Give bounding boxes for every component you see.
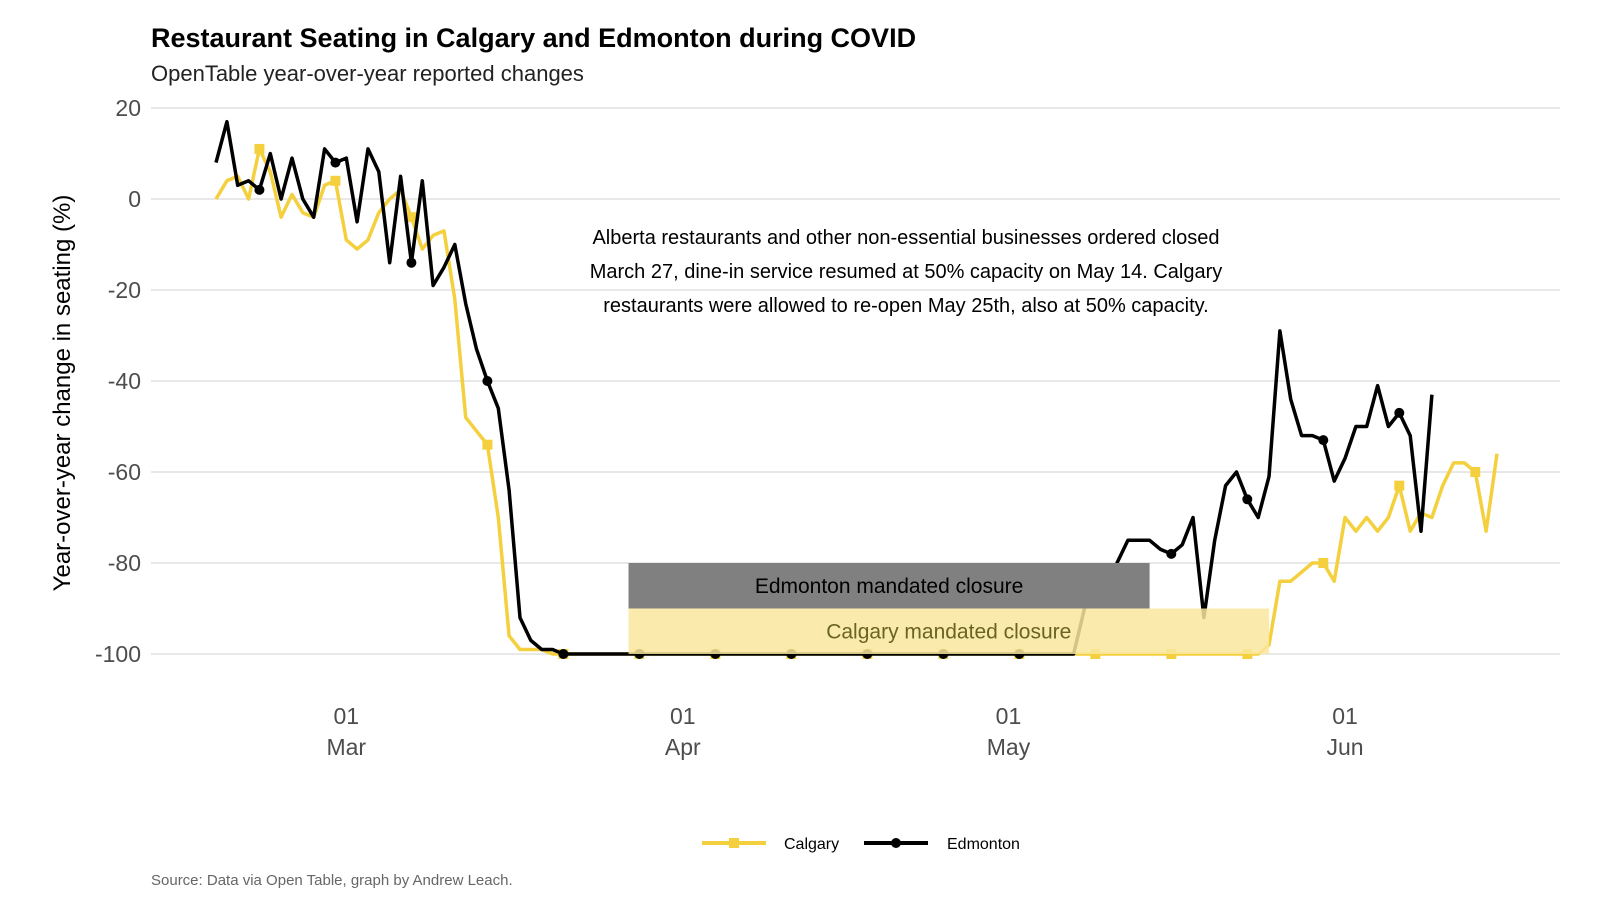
annotation-line-3: restaurants were allowed to re-open May …	[603, 295, 1209, 317]
legend-calgary-label: Calgary	[784, 836, 839, 853]
edmonton-point	[558, 649, 569, 659]
closure-bands: Edmonton mandated closure Calgary mandate…	[628, 563, 1270, 654]
edmonton-point	[1242, 494, 1253, 505]
legend-calgary-marker	[729, 838, 739, 848]
x-tick-month: Jun	[1326, 734, 1363, 760]
annotation-line-1: Alberta restaurants and other non-essent…	[592, 227, 1219, 249]
source-caption: Source: Data via Open Table, graph by An…	[151, 872, 513, 889]
edmonton-point	[1394, 407, 1405, 418]
y-tick-label: -20	[108, 277, 141, 303]
x-tick-month: Apr	[665, 734, 701, 760]
x-tick-month: May	[987, 734, 1031, 760]
calgary-point	[1318, 558, 1329, 568]
y-tick-label: -40	[108, 368, 141, 394]
calgary-closure-label: Calgary mandated closure	[826, 620, 1071, 643]
x-axis: 01 Mar 01 Apr 01 May 01 Jun	[326, 703, 1363, 760]
calgary-point	[1470, 467, 1481, 477]
x-tick-day: 01	[1332, 703, 1358, 729]
y-tick-label: 20	[115, 95, 141, 121]
chart-subtitle: OpenTable year-over-year reported change…	[151, 61, 584, 86]
edmonton-point	[1166, 548, 1177, 559]
x-tick-day: 01	[996, 703, 1022, 729]
x-tick-month: Mar	[326, 734, 366, 760]
annotation-line-2: March 27, dine-in service resumed at 50%…	[590, 261, 1223, 283]
calgary-point	[330, 175, 341, 186]
y-tick-label: 0	[128, 186, 141, 212]
calgary-point	[254, 143, 265, 154]
y-axis: 20 0 -20 -40 -60 -80 -100	[95, 95, 141, 667]
y-tick-label: -80	[108, 550, 141, 576]
x-tick-day: 01	[670, 703, 696, 729]
edmonton-point	[1318, 435, 1329, 446]
chart-title: Restaurant Seating in Calgary and Edmont…	[151, 23, 916, 53]
legend: Calgary Edmonton	[702, 836, 1020, 853]
edmonton-point	[254, 184, 265, 195]
annotation-text: Alberta restaurants and other non-essent…	[590, 227, 1223, 317]
legend-edmonton-label: Edmonton	[947, 836, 1020, 853]
edmonton-point	[406, 257, 417, 268]
edmonton-closure-label: Edmonton mandated closure	[755, 575, 1024, 598]
calgary-point	[406, 212, 417, 223]
y-axis-label: Year-over-year change in seating (%)	[49, 195, 76, 592]
calgary-point	[1394, 480, 1405, 491]
edmonton-point	[482, 376, 493, 386]
x-tick-day: 01	[333, 703, 359, 729]
edmonton-closure-band	[628, 563, 1150, 609]
calgary-point	[482, 439, 493, 450]
y-tick-label: -60	[108, 459, 141, 485]
edmonton-point	[330, 157, 341, 168]
legend-edmonton-marker	[891, 838, 901, 848]
calgary-closure-band	[628, 608, 1270, 654]
y-tick-label: -100	[95, 641, 141, 667]
